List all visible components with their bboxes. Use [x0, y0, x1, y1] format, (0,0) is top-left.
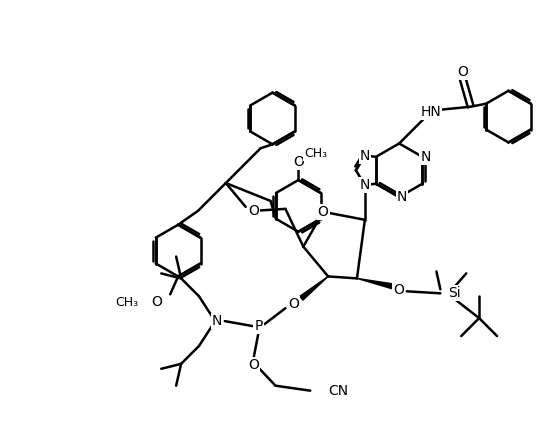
Text: CH₃: CH₃ — [115, 296, 138, 309]
Text: O: O — [288, 297, 299, 311]
Text: CH₃: CH₃ — [304, 147, 327, 160]
Text: P: P — [254, 319, 263, 333]
Polygon shape — [357, 279, 393, 289]
Text: N: N — [212, 314, 222, 328]
Text: O: O — [393, 283, 404, 298]
Text: O: O — [293, 155, 304, 169]
Text: HN: HN — [421, 105, 441, 119]
Text: O: O — [248, 204, 259, 218]
Text: Si: Si — [448, 286, 461, 300]
Text: N: N — [359, 178, 370, 192]
Text: N: N — [397, 190, 408, 204]
Text: N: N — [420, 150, 431, 164]
Text: O: O — [457, 65, 468, 79]
Text: O: O — [318, 205, 328, 219]
Text: CN: CN — [328, 384, 348, 398]
Polygon shape — [300, 276, 328, 300]
Text: N: N — [359, 149, 370, 162]
Text: O: O — [248, 358, 259, 372]
Text: O: O — [151, 295, 161, 309]
